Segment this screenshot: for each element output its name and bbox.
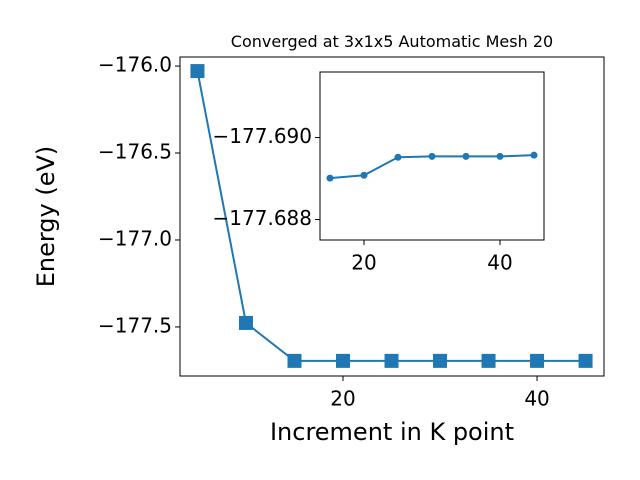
x-tick-label: 40 — [487, 251, 512, 275]
marker — [496, 152, 504, 160]
marker — [384, 353, 399, 368]
x-axis-label: Increment in K point — [270, 418, 514, 446]
marker — [578, 353, 593, 368]
marker — [481, 353, 496, 368]
y-tick-label: −177.690 — [213, 124, 312, 148]
marker — [190, 64, 205, 79]
marker — [238, 315, 253, 330]
y-tick-label: −176.0 — [98, 53, 172, 77]
marker — [336, 353, 351, 368]
y-tick-label: −177.5 — [98, 313, 172, 337]
marker — [530, 353, 545, 368]
marker — [462, 152, 470, 160]
x-tick-label: 40 — [524, 387, 549, 411]
marker — [287, 353, 302, 368]
marker — [433, 353, 448, 368]
y-tick-label: −177.688 — [213, 206, 312, 230]
x-tick-label: 20 — [330, 387, 355, 411]
marker — [326, 174, 334, 182]
chart-title: Converged at 3x1x5 Automatic Mesh 20 — [231, 32, 553, 51]
y-tick-label: −177.0 — [98, 226, 172, 250]
marker — [394, 153, 402, 161]
y-axis-label: Energy (eV) — [32, 146, 60, 288]
marker — [530, 151, 538, 159]
marker — [428, 152, 436, 160]
x-tick-label: 20 — [351, 251, 376, 275]
y-tick-label: −176.5 — [98, 140, 172, 164]
marker — [360, 171, 368, 179]
